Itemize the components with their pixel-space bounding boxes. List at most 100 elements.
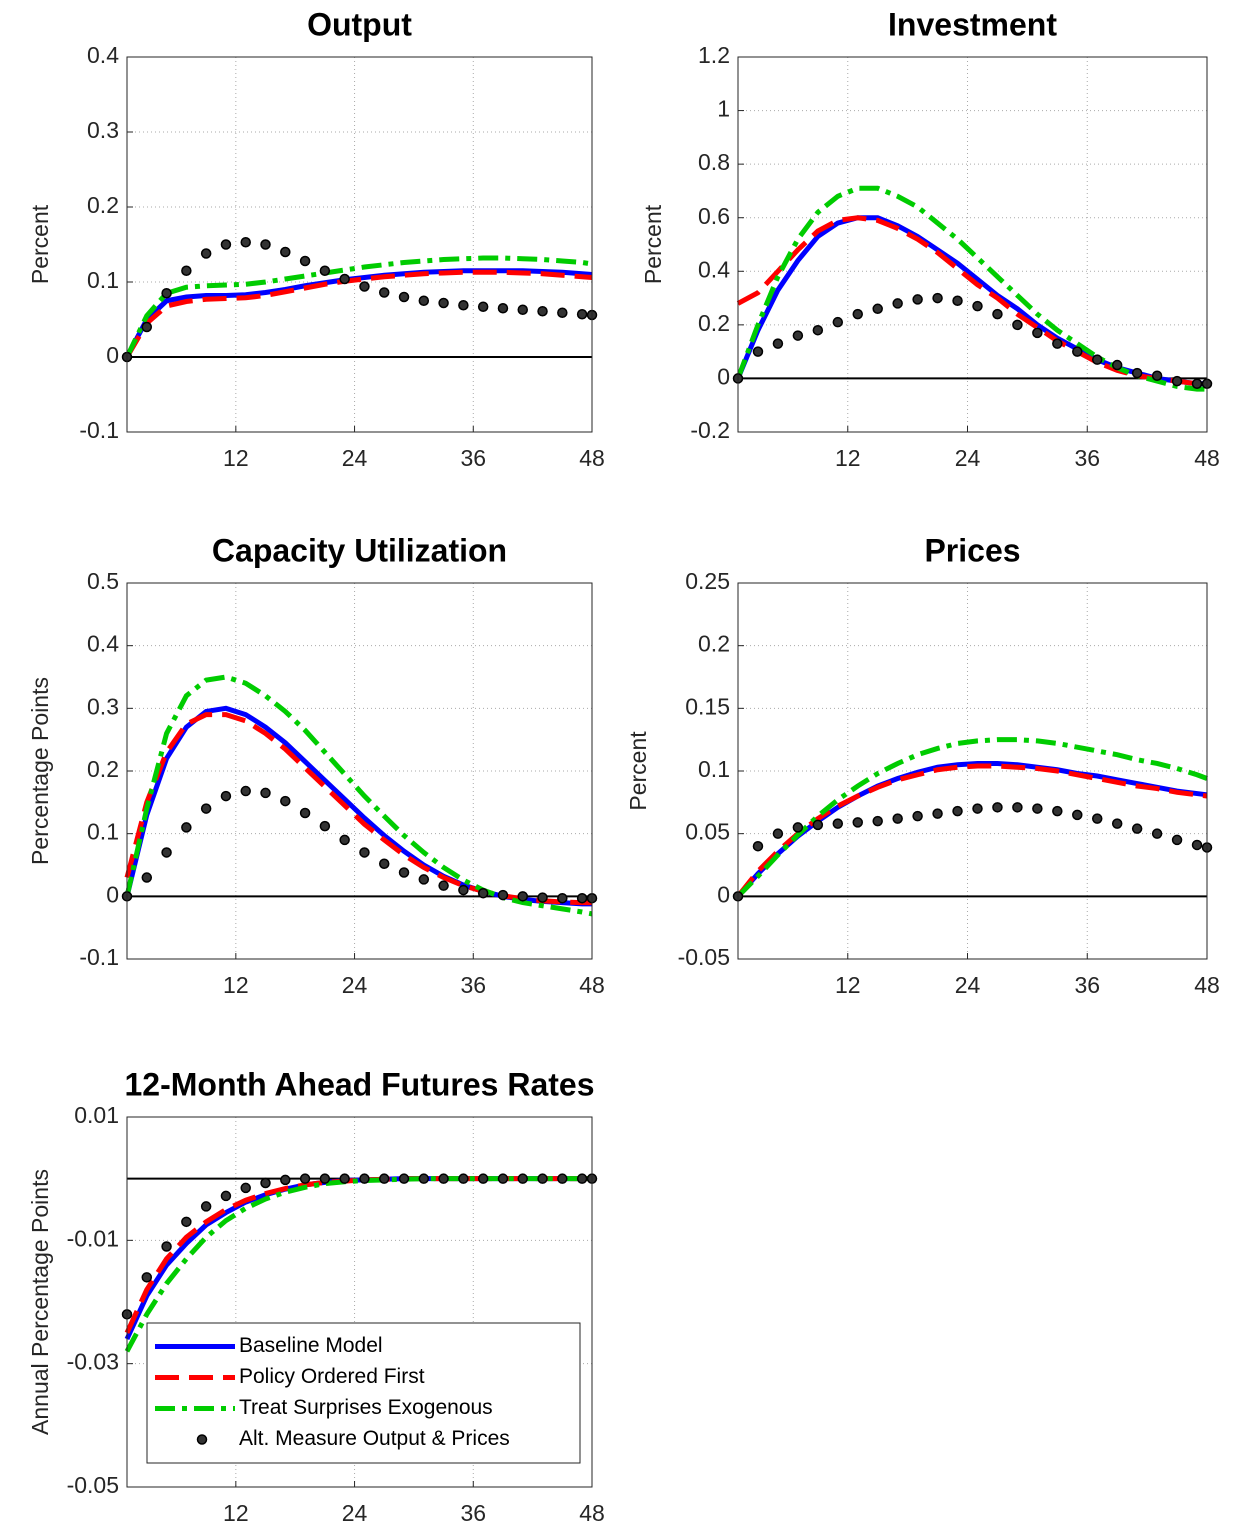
- y-tick-label: -0.05: [67, 1472, 119, 1498]
- chart-title: 12-Month Ahead Futures Rates: [125, 1066, 595, 1102]
- data-point: [477, 301, 489, 312]
- legend-label: Policy Ordered First: [239, 1365, 425, 1388]
- data-point: [477, 887, 489, 899]
- data-point: [1012, 802, 1023, 813]
- data-point: [497, 889, 509, 901]
- chart-title: Output: [307, 6, 412, 42]
- data-point: [557, 1173, 568, 1184]
- data-point: [1012, 319, 1023, 331]
- data-point: [220, 790, 232, 802]
- series-line: [124, 255, 593, 359]
- data-point: [576, 892, 588, 904]
- series-line: [736, 763, 1208, 898]
- x-tick-label: 12: [223, 445, 249, 471]
- x-tick-label: 12: [223, 1500, 249, 1526]
- y-tick-label: -0.1: [79, 944, 119, 970]
- data-point: [537, 306, 548, 317]
- x-tick-label: 36: [1074, 972, 1100, 998]
- x-tick-label: 36: [460, 445, 486, 471]
- chart-title: Capacity Utilization: [212, 532, 507, 568]
- data-point: [792, 330, 804, 341]
- axes-box: [126, 582, 593, 960]
- y-tick-label: -0.01: [67, 1225, 119, 1251]
- data-point: [497, 303, 509, 314]
- x-tick-label: 48: [579, 972, 605, 998]
- series-line: [736, 737, 1208, 899]
- data-point: [972, 300, 983, 312]
- data-point: [418, 874, 430, 885]
- y-tick-label: 0.4: [87, 42, 119, 68]
- data-point: [458, 884, 469, 896]
- data-point: [972, 803, 983, 814]
- data-point: [1131, 367, 1143, 379]
- y-tick-label: 0: [106, 881, 119, 907]
- data-point: [537, 1173, 548, 1184]
- data-point: [772, 828, 784, 839]
- data-point: [339, 1173, 350, 1184]
- data-point: [872, 815, 883, 827]
- data-point: [517, 304, 528, 315]
- y-tick-label: -0.2: [690, 417, 730, 443]
- x-tick-label: 24: [955, 445, 981, 471]
- y-tick-label: 0.6: [698, 203, 730, 229]
- data-point: [200, 803, 212, 814]
- data-point: [832, 316, 844, 328]
- data-point: [992, 802, 1003, 813]
- data-point: [537, 892, 548, 903]
- y-tick-label: 1.2: [698, 42, 730, 68]
- data-point: [832, 818, 844, 829]
- data-point: [1111, 359, 1123, 371]
- legend-label: Treat Surprises Exogenous: [239, 1396, 493, 1419]
- legend: Baseline Model Policy Ordered First Treat …: [146, 1322, 581, 1464]
- axes-box: [126, 56, 593, 433]
- series-line: [124, 269, 593, 359]
- y-tick-label: 0.25: [685, 568, 730, 594]
- legend-swatch: [196, 1434, 208, 1445]
- data-point: [280, 795, 291, 807]
- data-point: [161, 288, 172, 299]
- data-point: [161, 1241, 172, 1252]
- x-tick-label: 36: [460, 1500, 486, 1526]
- data-point: [1171, 375, 1183, 387]
- panel: Investment Percent -0.2 0 0.2 0.4 0.6 0.8 1 1.2 12…: [640, 6, 1220, 471]
- data-point: [992, 308, 1003, 320]
- y-tick-label: 0.8: [698, 149, 730, 175]
- legend-label: Alt. Measure Output & Prices: [239, 1427, 510, 1450]
- x-tick-label: 24: [342, 1500, 368, 1526]
- data-point: [852, 308, 863, 320]
- data-point: [772, 338, 784, 349]
- axes-box: [126, 1116, 593, 1488]
- data-point: [752, 840, 764, 852]
- data-point: [812, 819, 824, 831]
- y-axis-label: Percent: [27, 204, 53, 284]
- y-tick-label: 0.3: [87, 117, 119, 143]
- y-axis-label: Percent: [625, 731, 651, 811]
- data-point: [872, 303, 883, 315]
- x-tick-label: 12: [835, 972, 861, 998]
- data-point: [1171, 834, 1183, 846]
- data-point: [378, 858, 390, 869]
- data-point: [378, 1173, 390, 1184]
- y-tick-label: 0.1: [87, 267, 119, 293]
- y-tick-label: 0.5: [87, 568, 119, 594]
- data-point: [812, 324, 824, 336]
- data-point: [852, 817, 863, 828]
- data-point: [280, 1174, 291, 1186]
- y-tick-label: 0: [106, 342, 119, 368]
- y-tick-label: 0.4: [87, 631, 119, 657]
- data-point: [240, 785, 251, 797]
- data-point: [418, 295, 430, 306]
- data-point: [576, 1173, 588, 1184]
- data-point: [339, 273, 350, 285]
- data-point: [200, 248, 212, 259]
- data-point: [1111, 818, 1123, 829]
- data-point: [892, 813, 903, 824]
- y-tick-label: 0: [717, 364, 730, 390]
- data-point: [912, 810, 923, 822]
- data-point: [299, 1173, 311, 1184]
- data-point: [932, 292, 943, 304]
- data-point: [1072, 346, 1083, 357]
- data-point: [576, 309, 588, 320]
- data-point: [398, 291, 410, 303]
- y-tick-label: 0.2: [87, 192, 119, 218]
